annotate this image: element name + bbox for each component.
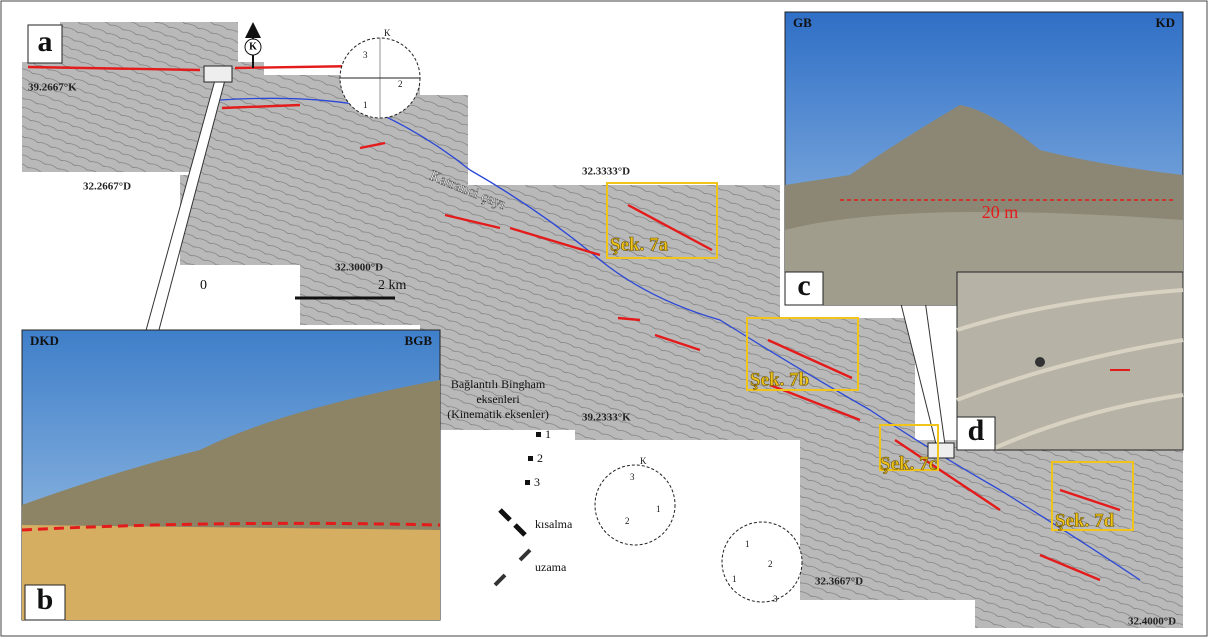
panel-box (956, 416, 996, 451)
north-label: K (249, 41, 257, 52)
coordinate: 39.2667°K (28, 82, 77, 94)
legend-title: (Kinematik eksenler) (447, 407, 549, 421)
map (22, 22, 1183, 628)
figure-ref: Şek. 7a (610, 234, 669, 255)
panel-box (784, 271, 824, 306)
stereonet: 1 1 2 3 (721, 521, 803, 604)
figure-ref: Şek. 7c (880, 453, 937, 474)
camera-icon (927, 442, 955, 459)
stereonet: K 3 1 2 (594, 456, 676, 546)
figure-ref: Şek. 7b (750, 369, 809, 390)
scale-length: 2 km (378, 278, 407, 293)
legend-item: 3 (534, 475, 540, 489)
stereonet-label: 1 (745, 539, 750, 549)
photo-c: 20 m GB KD (784, 11, 1184, 306)
coordinate: 39.2333°K (582, 412, 631, 424)
coordinate: 32.3333°D (582, 166, 630, 178)
stereonet-label: K (640, 456, 647, 466)
legend: Bağlantılı Bingham eksenleri (Kinematik … (447, 377, 573, 587)
measure-label: 20 m (982, 202, 1019, 222)
stereonet: K 3 2 1 (339, 28, 421, 119)
stereonet-label: 2 (768, 559, 773, 569)
photo-label: GB (793, 15, 812, 30)
camera-icon (203, 65, 233, 83)
legend-item: 1 (545, 427, 551, 441)
north-arrow: K (244, 22, 262, 68)
photo-label: BGB (405, 333, 433, 348)
stereonet-label: 1 (732, 574, 737, 584)
legend-title: Bağlantılı Bingham (451, 377, 546, 391)
photo-label: KD (1156, 15, 1176, 30)
legend-item: 2 (537, 451, 543, 465)
coordinate: 32.4000°D (1128, 616, 1176, 628)
coordinate: 32.3000°D (335, 262, 383, 274)
stereonet-label: 2 (398, 79, 403, 89)
figure-ref: Şek. 7d (1055, 510, 1115, 531)
stereonet-label: 2 (625, 516, 630, 526)
ref-boxes (606, 182, 1134, 531)
scale-zero: 0 (200, 278, 207, 293)
photo-label: DKD (30, 333, 59, 348)
panel-label: c (797, 269, 810, 302)
stereonet-label: 1 (656, 504, 661, 514)
panel-label: a (38, 25, 53, 58)
panel-label: b (37, 583, 54, 616)
panel-box (27, 24, 63, 64)
coordinate: 32.3667°D (815, 576, 863, 588)
stereonet-label: 3 (630, 472, 635, 482)
photo-b: DKD BGB (21, 329, 441, 621)
stereonet-label: K (384, 28, 391, 38)
legend-title: eksenleri (476, 392, 520, 406)
stereonet-label: 3 (773, 594, 778, 604)
stereonet-label: 3 (363, 50, 368, 60)
legend-item: uzama (535, 560, 567, 574)
coordinate: 32.2667°D (83, 181, 131, 193)
panel-label: d (968, 414, 985, 447)
panel-box (24, 584, 66, 621)
stereonet-label: 1 (363, 100, 368, 110)
legend-item: kısalma (535, 517, 573, 531)
